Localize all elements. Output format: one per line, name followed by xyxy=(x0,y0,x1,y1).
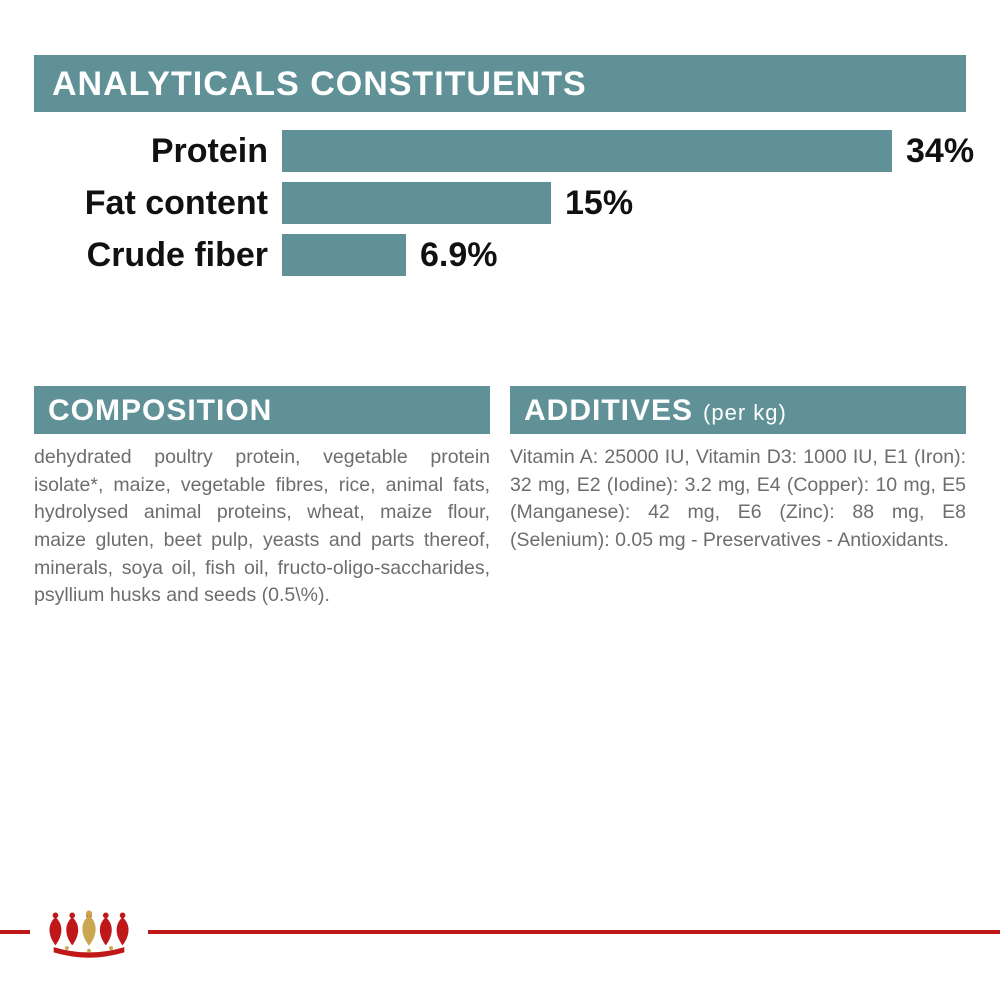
bar-value: 34% xyxy=(906,132,974,171)
bar-track: 34% xyxy=(282,130,974,172)
analyticals-title: ANALYTICALS CONSTITUENTS xyxy=(52,65,587,104)
analyticals-banner: ANALYTICALS CONSTITUENTS xyxy=(34,55,966,112)
bar-fill xyxy=(282,234,406,276)
additives-banner: ADDITIVES (per kg) xyxy=(510,386,966,434)
bar-track: 15% xyxy=(282,182,966,224)
bar-label: Protein xyxy=(34,132,282,171)
bar-label: Crude fiber xyxy=(34,236,282,275)
composition-text: dehydrated poultry protein, vegetable pr… xyxy=(34,444,490,610)
additives-title: ADDITIVES xyxy=(524,394,693,428)
composition-banner: COMPOSITION xyxy=(34,386,490,434)
crown-icon xyxy=(36,905,142,961)
analyticals-section: ANALYTICALS CONSTITUENTS Protein34%Fat c… xyxy=(0,0,1000,276)
bar-fill xyxy=(282,182,551,224)
footer xyxy=(0,900,1000,966)
composition-title: COMPOSITION xyxy=(48,394,272,428)
bar-track: 6.9% xyxy=(282,234,966,276)
bar-value: 15% xyxy=(565,184,633,223)
bar-row-0: Protein34% xyxy=(34,130,966,172)
lower-columns: COMPOSITION dehydrated poultry protein, … xyxy=(0,386,1000,610)
crown-logo xyxy=(30,900,148,966)
composition-column: COMPOSITION dehydrated poultry protein, … xyxy=(34,386,490,610)
bar-row-1: Fat content 15% xyxy=(34,182,966,224)
additives-column: ADDITIVES (per kg) Vitamin A: 25000 IU, … xyxy=(510,386,966,610)
footer-line xyxy=(0,930,1000,934)
additives-text: Vitamin A: 25000 IU, Vitamin D3: 1000 IU… xyxy=(510,444,966,555)
analyticals-bars: Protein34% Fat content 15% Crude fiber 6.9% xyxy=(34,130,966,276)
additives-subtitle: (per kg) xyxy=(703,400,787,426)
bar-row-2: Crude fiber 6.9% xyxy=(34,234,966,276)
bar-value: 6.9% xyxy=(420,236,498,275)
bar-label: Fat content xyxy=(34,184,282,223)
bar-fill xyxy=(282,130,892,172)
